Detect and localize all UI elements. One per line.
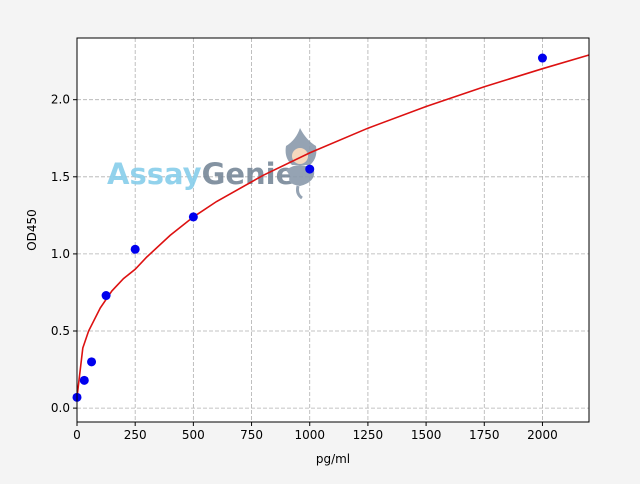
data-point: [87, 357, 97, 367]
x-tick-label: 2000: [527, 428, 558, 442]
x-tick-label: 500: [182, 428, 205, 442]
y-tick-labels: 0.0 0.5 1.0 1.5 2.0: [51, 93, 70, 415]
y-tick-label: 1.0: [51, 247, 70, 261]
x-tick-label: 250: [124, 428, 147, 442]
x-tick-label: 0: [73, 428, 81, 442]
data-points: [72, 53, 547, 402]
x-tick-label: 1750: [469, 428, 500, 442]
data-point: [305, 164, 315, 174]
x-tick-labels: 0 250 500 750 1000 1250 1500 1750 2000: [73, 428, 558, 442]
data-point: [79, 375, 89, 385]
y-axis-label: OD450: [25, 209, 39, 251]
data-point: [130, 244, 140, 254]
data-point: [537, 53, 547, 63]
x-tick-label: 1250: [353, 428, 384, 442]
x-tick-label: 1000: [294, 428, 325, 442]
plot-area: [77, 38, 589, 422]
watermark: AssayGenie: [107, 128, 317, 200]
plot-frame: [76, 37, 590, 423]
x-axis-label: pg/ml: [316, 452, 350, 466]
y-tick-label: 0.0: [51, 401, 70, 415]
y-tick-label: 1.5: [51, 170, 70, 184]
watermark-assay: AssayGenie: [107, 157, 295, 191]
x-tick-label: 1500: [411, 428, 442, 442]
y-tick-label: 2.0: [51, 93, 70, 107]
data-point: [101, 291, 111, 301]
y-tick-label: 0.5: [51, 324, 70, 338]
grid: [76, 38, 589, 422]
data-point: [188, 212, 198, 222]
x-tick-label: 750: [240, 428, 263, 442]
fit-curve: [76, 54, 590, 398]
ticks: [73, 99, 543, 426]
